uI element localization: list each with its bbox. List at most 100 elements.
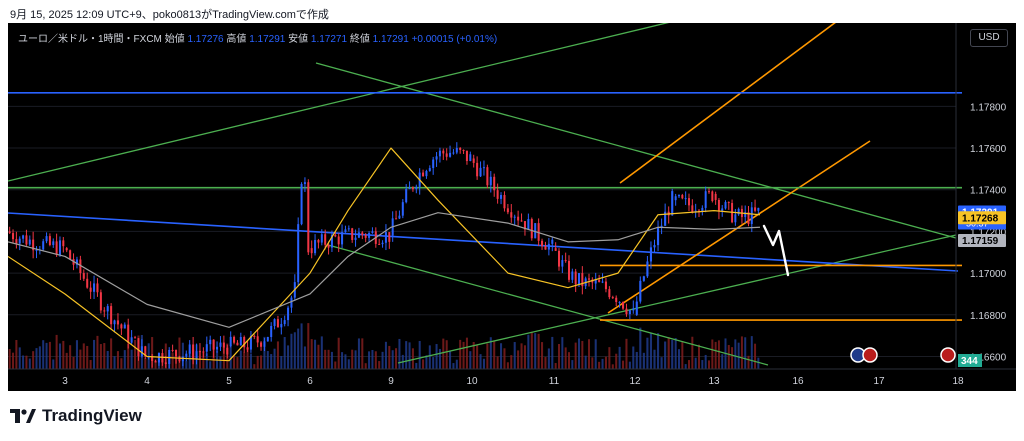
volume-bar <box>615 353 618 369</box>
candle-body <box>472 158 475 163</box>
volume-bar <box>263 336 266 369</box>
tradingview-logo-icon <box>10 409 36 423</box>
volume-bar <box>415 362 418 369</box>
volume-bar <box>740 336 743 369</box>
candle-body <box>260 342 263 347</box>
candle-body <box>18 238 21 244</box>
candle-body <box>564 260 567 262</box>
volume-bar <box>411 348 414 369</box>
candle-body <box>479 167 482 177</box>
candle-body <box>681 195 684 199</box>
volume-bar <box>361 338 364 369</box>
candle-body <box>604 281 607 290</box>
volume-bar <box>571 360 574 369</box>
volume-bar <box>42 340 45 369</box>
candle-body <box>164 362 167 364</box>
volume-bar <box>452 363 455 369</box>
candle-body <box>253 335 256 337</box>
candle-body <box>561 260 564 267</box>
candle-body <box>688 198 690 206</box>
volume-bar <box>635 351 638 369</box>
volume-bar <box>28 358 31 369</box>
volume-bar <box>314 339 317 369</box>
candle-body <box>438 150 441 157</box>
volume-bar <box>35 348 38 369</box>
candle-body <box>303 182 306 184</box>
volume-bar <box>574 342 577 369</box>
volume-bar <box>79 349 82 369</box>
candle-body <box>544 245 547 250</box>
candle-body <box>15 239 18 244</box>
volume-bar <box>334 361 337 369</box>
x-tick-label: 13 <box>708 376 720 387</box>
price-chart[interactable]: 1.17800 1.17600 1.17400 1.17200 1.17000 1.168… <box>8 23 1016 391</box>
volume-bar <box>541 342 544 369</box>
chart-frame[interactable]: 1.17800 1.17600 1.17400 1.17200 1.17000 1.168… <box>8 23 1016 391</box>
candle-body <box>106 306 109 312</box>
volume-bar <box>544 356 547 369</box>
candle-body <box>144 346 147 357</box>
candle-body <box>425 170 428 177</box>
volume-bar <box>86 345 89 369</box>
volume-bar <box>113 356 116 369</box>
volume-bar <box>354 350 357 369</box>
candle-body <box>341 232 344 245</box>
volume-bar <box>476 345 479 369</box>
volume-bar <box>18 347 21 369</box>
candle-body <box>734 214 737 223</box>
volume-bar <box>72 356 75 369</box>
volume-bar <box>219 356 222 369</box>
volume-bar <box>642 352 645 369</box>
volume-bar <box>671 339 674 369</box>
volume-bar <box>110 338 113 369</box>
volume-bar <box>561 337 564 369</box>
blue-trend-line <box>8 212 959 272</box>
candle-body <box>93 283 96 292</box>
volume-bar <box>547 348 550 369</box>
y-tick-label: 1.16600 <box>970 352 1007 363</box>
candle-body <box>547 243 550 250</box>
volume-bar <box>12 352 15 369</box>
candle-body <box>32 239 35 251</box>
price-badge <box>958 211 1006 225</box>
low-value: 1.17271 <box>310 34 348 45</box>
volume-bar <box>656 333 660 369</box>
volume-bar <box>181 342 184 369</box>
volume-bar <box>337 337 340 369</box>
volume-bar <box>503 348 506 369</box>
candle-body <box>137 338 140 357</box>
candle-body <box>327 244 330 248</box>
candle-body <box>28 239 31 245</box>
candle-body <box>96 283 99 293</box>
volume-bar <box>625 338 628 369</box>
candle-body <box>55 241 58 255</box>
volume-bar <box>270 354 273 369</box>
currency-button[interactable]: USD <box>970 29 1008 47</box>
volume-bar <box>198 350 201 369</box>
y-tick-label: 1.17800 <box>970 102 1007 113</box>
candle-body <box>320 234 323 243</box>
volume-bar <box>317 344 320 369</box>
candle-body <box>717 199 720 212</box>
volume-bar <box>22 355 25 369</box>
volume-bar <box>591 357 594 369</box>
volume-bar <box>327 349 330 369</box>
candle-body <box>69 250 72 260</box>
volume-bar <box>479 354 482 369</box>
candle-body <box>622 301 625 309</box>
volume-bar <box>188 351 191 369</box>
green-trend-down <box>315 62 957 239</box>
volume-bar <box>344 354 347 369</box>
candle-body <box>551 239 554 244</box>
candle-body <box>611 297 614 299</box>
volume-bar <box>510 355 513 369</box>
candle-body <box>530 219 533 239</box>
volume-bar <box>727 345 730 369</box>
candle-body <box>465 150 468 162</box>
candle-body <box>653 245 656 248</box>
candle-body <box>65 248 68 251</box>
volume-bar <box>601 358 604 369</box>
candle-body <box>324 234 327 245</box>
volume-bar <box>649 333 653 369</box>
candle-body <box>415 186 418 190</box>
